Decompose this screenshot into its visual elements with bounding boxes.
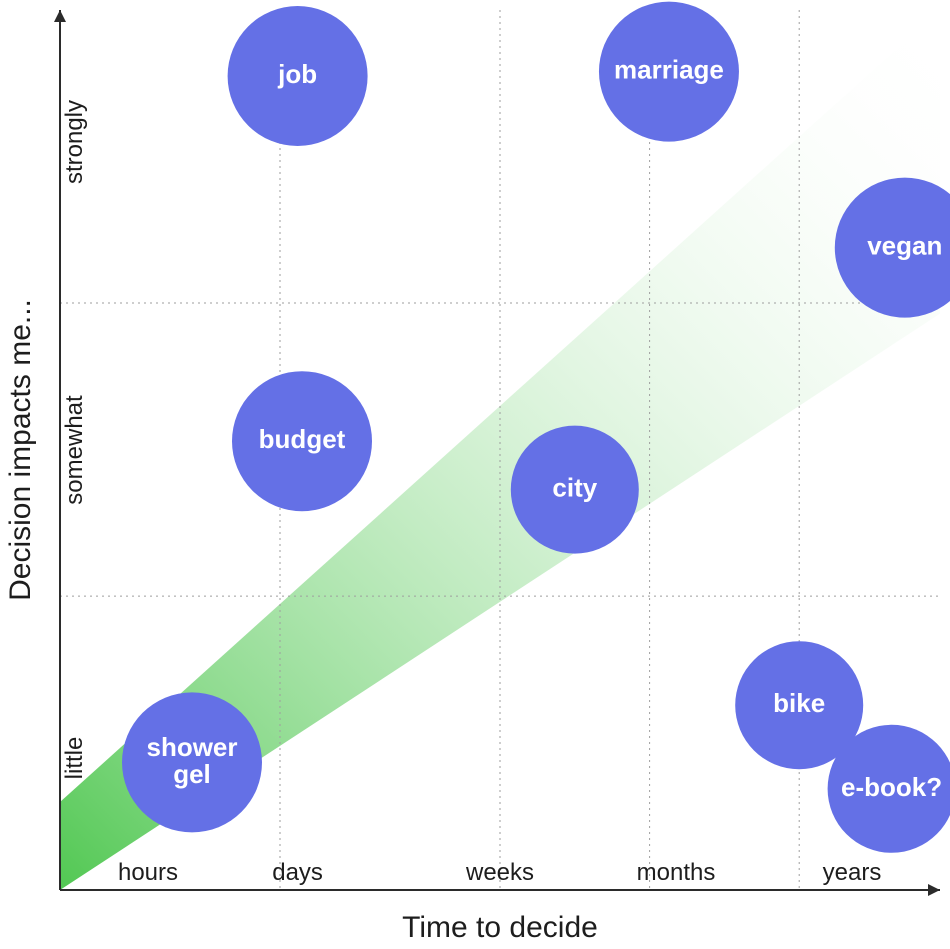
y-tick-label: strongly: [61, 100, 88, 184]
bubble-marriage: marriage: [599, 2, 739, 142]
bubble-budget: budget: [232, 371, 372, 511]
decision-chart: hours days weeks months years little somewhat s…: [0, 0, 950, 949]
bubble-city-label: city: [552, 472, 597, 502]
x-tick-label: years: [823, 859, 882, 886]
bubble-bike-label: bike: [773, 688, 825, 718]
bubble-vegan-label: vegan: [867, 230, 942, 260]
bubble-city: city: [511, 426, 639, 554]
x-tick-label: days: [272, 859, 323, 886]
bubble-marriage-label: marriage: [614, 54, 724, 84]
y-tick-label: somewhat: [61, 395, 88, 505]
x-tick-label: months: [637, 859, 716, 886]
bubble-e-book: e-book?: [828, 725, 950, 853]
bubble-job-label: job: [277, 59, 317, 89]
x-tick-label: hours: [118, 859, 178, 886]
bubble-budget-label: budget: [259, 424, 346, 454]
x-axis-arrow-icon: [928, 884, 940, 896]
x-tick-label: weeks: [465, 859, 534, 886]
bubble-e-book-label: e-book?: [841, 772, 942, 802]
y-axis-title: Decision impacts me...: [4, 299, 37, 601]
y-tick-label: little: [61, 737, 88, 780]
bubble-job: job: [228, 6, 368, 146]
bubble-shower-gel: showergel: [122, 692, 262, 832]
y-axis-arrow-icon: [54, 10, 66, 22]
x-axis-title: Time to decide: [402, 911, 598, 944]
